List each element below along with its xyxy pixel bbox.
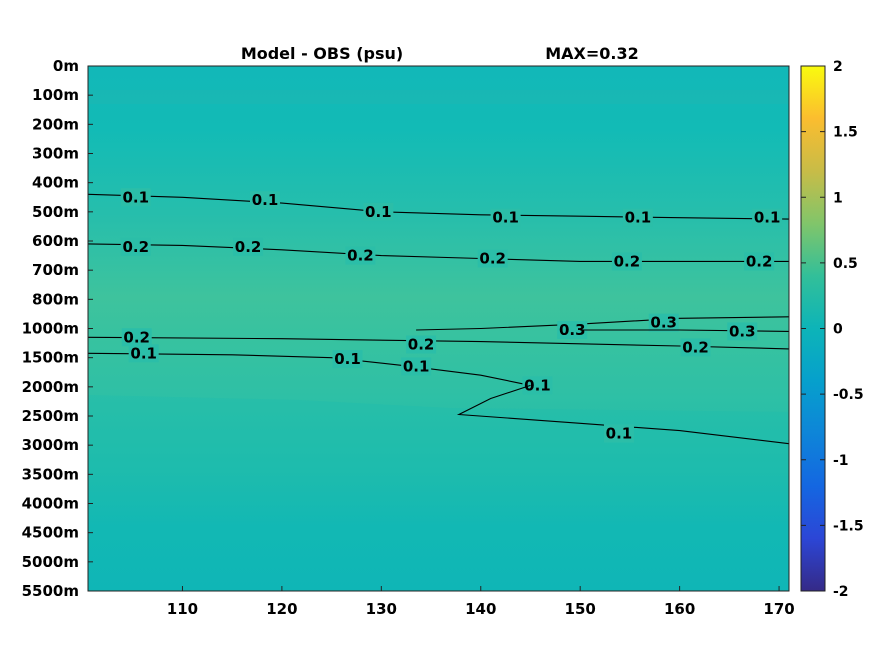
contour-line: [87, 243, 789, 262]
contour-line: [456, 384, 790, 445]
deep-shading-band: [88, 395, 789, 470]
y-tick-label: 200m: [32, 115, 79, 133]
y-axis: 0m 100m 200m 300m 400m 500m 600m 700m 800m 1000m 1…: [22, 57, 93, 600]
contour-label-bg: [622, 208, 653, 227]
contour-label: 0.1: [754, 209, 781, 227]
contour-label: 0.1: [122, 188, 149, 206]
contour-label: 0.2: [746, 252, 773, 270]
contour-label-bg: [557, 320, 588, 339]
contour-label: 0.3: [729, 322, 756, 340]
y-tick-label: 800m: [32, 290, 79, 308]
colorbar-tick-label: 0.5: [833, 256, 858, 272]
colorbar-tick-label: -2: [833, 584, 849, 600]
contour-label-bg: [752, 208, 783, 227]
contour-label-bg: [363, 202, 394, 221]
x-tick-label: 160: [664, 600, 695, 618]
y-tick-label: 4500m: [22, 524, 79, 542]
x-tick-label: 170: [763, 600, 794, 618]
contour-line: [87, 336, 790, 350]
contour-label: 0.2: [235, 238, 262, 256]
contour-label-bg: [121, 328, 152, 347]
colorbar: 2 1.5 1 0.5 0 -0.5 -1 -1.5 -2: [800, 59, 864, 600]
contour-label-bg: [345, 246, 376, 265]
contour-label-bg: [233, 237, 264, 256]
x-tick-label: 130: [366, 600, 397, 618]
x-tick-label: 150: [565, 600, 596, 618]
contour-label: 0.2: [682, 338, 709, 356]
contour-label: 0.1: [625, 209, 652, 227]
contour-label: 0.3: [650, 314, 677, 332]
contour-label: 0.2: [479, 250, 506, 268]
contour-label: 0.1: [606, 425, 633, 443]
y-tick-label: 3000m: [22, 436, 79, 454]
contour-label: 0.2: [123, 328, 150, 346]
contour-label-bg: [744, 252, 775, 271]
contour-label-bg: [490, 208, 521, 227]
contour-label: 0.2: [347, 247, 374, 265]
contour-line: [87, 193, 790, 220]
y-tick-label: 700m: [32, 261, 79, 279]
y-tick-label: 1500m: [22, 349, 79, 367]
y-tick-label: 500m: [32, 203, 79, 221]
colorbar-tick-label: -1: [833, 453, 849, 469]
contour-label-bg: [727, 322, 758, 341]
max-value-label: MAX=0.32: [545, 44, 639, 63]
colorbar-tick-label: 0: [833, 322, 843, 338]
y-tick-label: 100m: [32, 86, 79, 104]
contour-label: 0.2: [408, 336, 435, 354]
contour-label: 0.1: [492, 209, 519, 227]
colorbar-tick-label: -0.5: [833, 387, 864, 403]
contour-label-bg: [648, 313, 679, 332]
y-tick-label: 1000m: [22, 320, 79, 338]
contour-label-bg: [128, 344, 159, 363]
contour-label: 0.1: [365, 203, 392, 221]
contour-label-bg: [401, 357, 432, 376]
y-tick-label: 4000m: [22, 495, 79, 513]
y-tick-label: 3500m: [22, 465, 79, 483]
contour-label-bg: [120, 237, 151, 256]
y-tick-label: 0m: [53, 57, 79, 75]
y-tick-label: 600m: [32, 232, 79, 250]
contour-label-bg: [603, 424, 634, 443]
contour-line: [87, 352, 531, 386]
contour-label: 0.2: [614, 252, 641, 270]
contour-label: 0.3: [559, 321, 586, 339]
y-tick-label: 300m: [32, 145, 79, 163]
x-axis: 110 120 130 140 150 160 170: [167, 586, 795, 618]
surface-noise-band: [88, 90, 789, 104]
colorbar-tick-label: -1.5: [833, 518, 864, 534]
colorbar-tick-label: 1: [833, 190, 843, 206]
contour-label: 0.2: [122, 238, 149, 256]
field-background: [88, 66, 789, 591]
x-tick-label: 140: [465, 600, 496, 618]
contour-label: 0.1: [524, 376, 551, 394]
y-tick-label: 2000m: [22, 378, 79, 396]
contour-label: 0.1: [130, 344, 157, 362]
x-tick-label: 110: [167, 600, 198, 618]
contour-label-bg: [477, 249, 508, 268]
colorbar-ticks: 2 1.5 1 0.5 0 -0.5 -1 -1.5 -2: [801, 59, 864, 600]
x-tick-label: 120: [266, 600, 297, 618]
contour-label-bg: [611, 252, 642, 271]
y-tick-label: 400m: [32, 174, 79, 192]
contour-label: 0.1: [252, 191, 279, 209]
colorbar-tick-label: 2: [833, 59, 843, 75]
y-tick-label: 5000m: [22, 553, 79, 571]
contour-label-bg: [406, 335, 437, 354]
contour-label-bg: [522, 376, 553, 395]
contour-label-bg: [680, 338, 711, 357]
contour-label-bg: [332, 350, 363, 369]
contour-label: 0.1: [334, 350, 361, 368]
colorbar-tick-label: 1.5: [833, 125, 858, 141]
contour-label-bg: [120, 188, 151, 207]
contours-layer: 0.1 0.10.1 0.1 0.1 0.10.2 0.2 0.2 0.2 0.2 0.20.3 0…: [87, 188, 790, 445]
y-tick-label: 2500m: [22, 407, 79, 425]
contour-label: 0.1: [403, 357, 430, 375]
chart-title: Model - OBS (psu): [241, 44, 403, 63]
contour-label-bg: [249, 191, 280, 210]
y-tick-label: 5500m: [22, 582, 79, 600]
plot-area: 0.1 0.10.1 0.1 0.1 0.10.2 0.2 0.2 0.2 0.2 0.20.3 0…: [87, 65, 790, 592]
